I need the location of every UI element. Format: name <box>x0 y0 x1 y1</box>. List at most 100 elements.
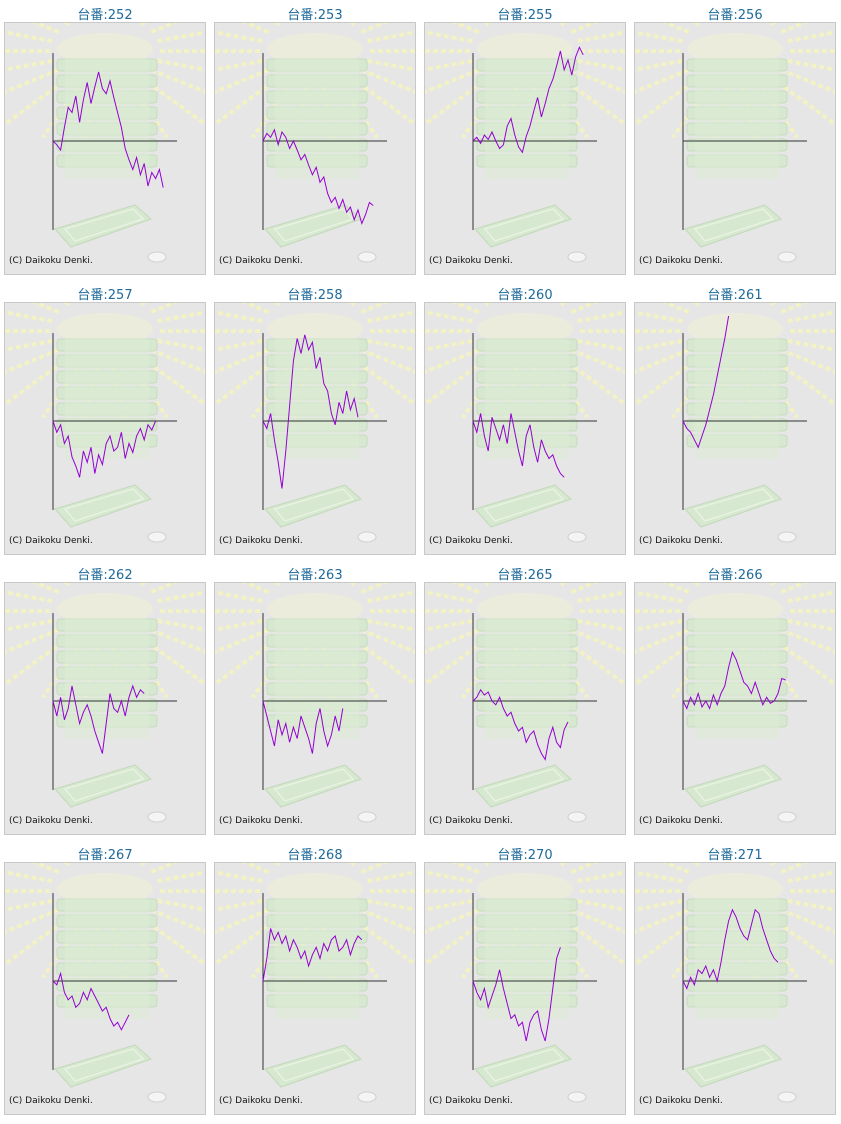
copyright-text: (C) Daikoku Denki. <box>9 816 93 826</box>
copyright-text: (C) Daikoku Denki. <box>639 1096 723 1106</box>
chart-frame: (C) Daikoku Denki. <box>4 22 206 275</box>
machine-chart-card: 台番:257 (C) Daikoku Denki. <box>2 280 208 560</box>
balance-series-line <box>262 700 344 754</box>
chart-frame: (C) Daikoku Denki. <box>4 582 206 835</box>
copyright-text: (C) Daikoku Denki. <box>639 256 723 266</box>
machine-number-title[interactable]: 台番:258 <box>287 288 343 303</box>
balance-series-line <box>472 688 569 761</box>
chart-frame: (C) Daikoku Denki. <box>424 862 626 1115</box>
copyright-text: (C) Daikoku Denki. <box>429 1096 513 1106</box>
pachinko-background <box>635 303 835 543</box>
line-chart <box>425 303 625 543</box>
copyright-text: (C) Daikoku Denki. <box>639 536 723 546</box>
balance-series-line <box>472 46 584 154</box>
balance-series-line <box>262 928 363 982</box>
machine-number-title[interactable]: 台番:263 <box>287 568 343 583</box>
balance-series-line <box>472 413 565 478</box>
chart-row: 台番:267 (C) Daikoku Denki. 台番:268 (C) Daikok… <box>2 840 839 1120</box>
chart-row: 台番:262 (C) Daikoku Denki. 台番:263 (C) Daikok… <box>2 560 839 840</box>
machine-number-title[interactable]: 台番:260 <box>497 288 553 303</box>
balance-series-line <box>52 971 130 1031</box>
machine-number-title[interactable]: 台番:257 <box>77 288 133 303</box>
copyright-text: (C) Daikoku Denki. <box>429 536 513 546</box>
chart-frame: (C) Daikoku Denki. <box>214 302 416 555</box>
machine-chart-card: 台番:265 (C) Daikoku Denki. <box>422 560 628 840</box>
machine-number-title[interactable]: 台番:261 <box>707 288 763 303</box>
pachinko-background <box>215 23 415 263</box>
machine-chart-card: 台番:267 (C) Daikoku Denki. <box>2 840 208 1120</box>
chart-frame: (C) Daikoku Denki. <box>214 862 416 1115</box>
chart-frame: (C) Daikoku Denki. <box>214 22 416 275</box>
chart-row: 台番:252 (C) Daikoku Denki. 台番:253 (C) Daikok… <box>2 0 839 280</box>
machine-chart-card: 台番:271 (C) Daikoku Denki. <box>632 840 838 1120</box>
copyright-text: (C) Daikoku Denki. <box>639 816 723 826</box>
line-chart <box>425 23 625 263</box>
chart-frame: (C) Daikoku Denki. <box>424 582 626 835</box>
line-chart <box>5 23 205 263</box>
line-chart <box>635 583 835 823</box>
line-chart <box>215 23 415 263</box>
copyright-text: (C) Daikoku Denki. <box>9 256 93 266</box>
pachinko-background <box>425 303 625 543</box>
balance-series-line <box>682 315 730 449</box>
balance-series-line <box>52 684 145 754</box>
machine-chart-card: 台番:270 (C) Daikoku Denki. <box>422 840 628 1120</box>
pachinko-background <box>5 23 205 263</box>
pachinko-background <box>215 583 415 823</box>
balance-series-line <box>682 650 786 710</box>
pachinko-background <box>635 863 835 1103</box>
copyright-text: (C) Daikoku Denki. <box>219 256 303 266</box>
pachinko-background <box>5 863 205 1103</box>
line-chart <box>215 583 415 823</box>
machine-number-title[interactable]: 台番:255 <box>497 8 553 23</box>
pachinko-background <box>215 863 415 1103</box>
chart-frame: (C) Daikoku Denki. <box>424 302 626 555</box>
balance-series-line <box>472 947 561 1042</box>
balance-series-line <box>52 420 157 478</box>
chart-frame: (C) Daikoku Denki. <box>634 582 836 835</box>
line-chart <box>215 863 415 1103</box>
machine-number-title[interactable]: 台番:253 <box>287 8 343 23</box>
pachinko-background <box>635 583 835 823</box>
copyright-text: (C) Daikoku Denki. <box>429 256 513 266</box>
machine-chart-card: 台番:262 (C) Daikoku Denki. <box>2 560 208 840</box>
pachinko-background <box>425 863 625 1103</box>
chart-frame: (C) Daikoku Denki. <box>424 22 626 275</box>
machine-number-title[interactable]: 台番:268 <box>287 848 343 863</box>
line-chart <box>5 583 205 823</box>
line-chart <box>635 303 835 543</box>
machine-number-title[interactable]: 台番:262 <box>77 568 133 583</box>
copyright-text: (C) Daikoku Denki. <box>219 536 303 546</box>
pachinko-background <box>215 303 415 543</box>
machine-chart-card: 台番:260 (C) Daikoku Denki. <box>422 280 628 560</box>
machine-chart-card: 台番:253 (C) Daikoku Denki. <box>212 0 418 280</box>
machine-number-title[interactable]: 台番:270 <box>497 848 553 863</box>
machine-number-title[interactable]: 台番:271 <box>707 848 763 863</box>
chart-frame: (C) Daikoku Denki. <box>634 862 836 1115</box>
machine-number-title[interactable]: 台番:256 <box>707 8 763 23</box>
pachinko-background <box>5 583 205 823</box>
line-chart <box>425 863 625 1103</box>
machine-number-title[interactable]: 台番:266 <box>707 568 763 583</box>
balance-series-line <box>262 128 374 226</box>
copyright-text: (C) Daikoku Denki. <box>219 816 303 826</box>
machine-number-title[interactable]: 台番:267 <box>77 848 133 863</box>
machine-chart-card: 台番:258 (C) Daikoku Denki. <box>212 280 418 560</box>
machine-chart-card: 台番:263 (C) Daikoku Denki. <box>212 560 418 840</box>
machine-chart-card: 台番:255 (C) Daikoku Denki. <box>422 0 628 280</box>
balance-series-line <box>262 334 359 489</box>
chart-row: 台番:257 (C) Daikoku Denki. 台番:258 (C) Daikok… <box>2 280 839 560</box>
chart-frame: (C) Daikoku Denki. <box>634 302 836 555</box>
copyright-text: (C) Daikoku Denki. <box>219 1096 303 1106</box>
chart-frame: (C) Daikoku Denki. <box>634 22 836 275</box>
machine-number-title[interactable]: 台番:265 <box>497 568 553 583</box>
copyright-text: (C) Daikoku Denki. <box>429 816 513 826</box>
machine-chart-card: 台番:268 (C) Daikoku Denki. <box>212 840 418 1120</box>
balance-series-line <box>682 908 779 990</box>
machine-number-title[interactable]: 台番:252 <box>77 8 133 23</box>
chart-frame: (C) Daikoku Denki. <box>4 862 206 1115</box>
copyright-text: (C) Daikoku Denki. <box>9 1096 93 1106</box>
line-chart <box>215 303 415 543</box>
pachinko-background <box>635 23 835 263</box>
